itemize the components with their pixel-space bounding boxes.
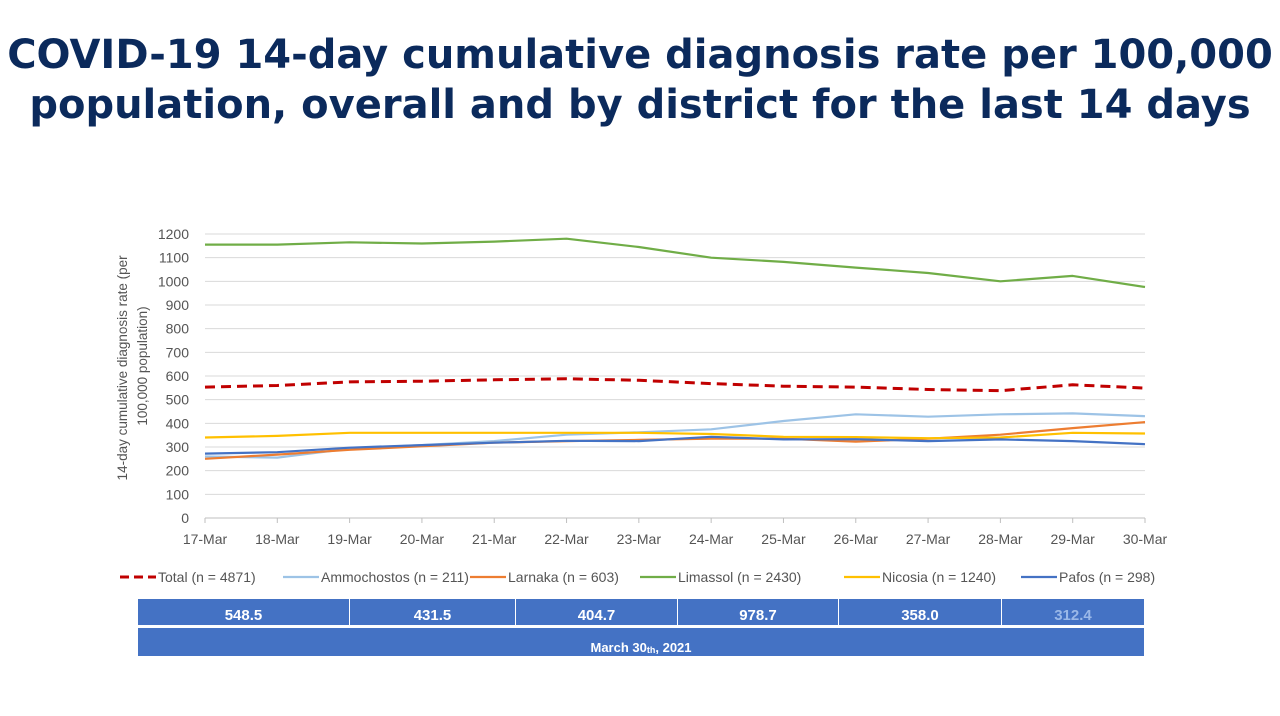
title-line-2: population, overall and by district for … xyxy=(29,82,1251,128)
summary-value-total: 548.5 xyxy=(138,599,350,625)
summary-value-limassol: 978.7 xyxy=(678,599,839,625)
series-line-limassol xyxy=(205,237,1146,289)
summary-value-ammochostos: 431.5 xyxy=(350,599,516,625)
x-tick-18-Mar: 18-Mar xyxy=(255,531,300,547)
y-tick-1100: 1100 xyxy=(159,250,189,266)
x-tick-22-Mar: 22-Mar xyxy=(544,531,589,547)
y-tick-0: 0 xyxy=(181,510,189,526)
y-tick-1200: 1200 xyxy=(158,226,189,242)
legend-label-ammochostos: Ammochostos (n = 211) xyxy=(321,569,469,585)
series-line-pafos xyxy=(204,435,1146,455)
x-tick-28-Mar: 28-Mar xyxy=(978,531,1023,547)
x-tick-26-Mar: 26-Mar xyxy=(834,531,879,547)
y-tick-900: 900 xyxy=(166,297,190,313)
y-tick-400: 400 xyxy=(166,415,190,431)
x-tick-20-Mar: 20-Mar xyxy=(400,531,445,547)
summary-value-pafos: 312.4 xyxy=(1054,607,1092,624)
legend-label-limassol: Limassol (n = 2430) xyxy=(678,569,801,585)
y-axis-label-line-1: 14-day cumulative diagnosis rate (per xyxy=(115,255,130,481)
x-tick-29-Mar: 29-Mar xyxy=(1051,531,1096,547)
y-axis-label-line-2: 100,000 population) xyxy=(135,306,150,425)
gridlines xyxy=(204,233,1146,523)
summary-value-larnaka: 404.7 xyxy=(516,599,678,625)
series-lines xyxy=(204,237,1146,460)
legend-label-nicosia: Nicosia (n = 1240) xyxy=(882,569,996,585)
x-tick-24-Mar: 24-Mar xyxy=(689,531,734,547)
x-tick-21-Mar: 21-Mar xyxy=(472,531,517,547)
series-line-nicosia xyxy=(204,431,1146,440)
line-chart: 0 100 200 300 400 500 600 700 800 900 1000 1100 1200… xyxy=(115,226,1168,585)
summary-values-bar: 548.5 431.5 404.7 978.7 358.0 312.4 xyxy=(138,599,1144,625)
y-tick-700: 700 xyxy=(166,344,190,360)
date-year: , 2021 xyxy=(655,640,692,655)
summary-value-nicosia: 358.0 xyxy=(839,599,1002,625)
x-tick-23-Mar: 23-Mar xyxy=(617,531,662,547)
series-line-total xyxy=(204,377,1146,393)
y-tick-labels: 0 100 200 300 400 500 600 700 800 900 1000 1100 1200 xyxy=(158,226,189,526)
y-tick-1000: 1000 xyxy=(158,273,189,289)
date-suffix: th xyxy=(646,645,656,655)
x-tick-27-Mar: 27-Mar xyxy=(906,531,951,547)
x-tick-25-Mar: 25-Mar xyxy=(761,531,806,547)
y-axis-label: 14-day cumulative diagnosis rate (per 10… xyxy=(115,252,150,481)
x-tick-30-Mar: 30-Mar xyxy=(1123,531,1168,547)
x-tick-labels: 17-Mar 18-Mar 19-Mar 20-Mar 21-Mar 22-Mar 23-M… xyxy=(183,531,1168,547)
y-tick-200: 200 xyxy=(166,463,190,479)
slide-title: COVID-19 14-day cumulative diagnosis rat… xyxy=(0,30,1280,130)
legend-label-larnaka: Larnaka (n = 603) xyxy=(508,569,619,585)
legend-label-pafos: Pafos (n = 298) xyxy=(1059,569,1155,585)
date-main: March 30 xyxy=(590,640,647,655)
y-tick-800: 800 xyxy=(166,321,190,337)
y-tick-500: 500 xyxy=(166,392,190,408)
x-tick-17-Mar: 17-Mar xyxy=(183,531,228,547)
legend: Total (n = 4871) Ammochostos (n = 211) Lar… xyxy=(120,569,1155,585)
title-line-1: COVID-19 14-day cumulative diagnosis rat… xyxy=(7,32,1273,78)
y-tick-600: 600 xyxy=(166,368,190,384)
y-tick-100: 100 xyxy=(166,486,190,502)
x-tick-19-Mar: 19-Mar xyxy=(327,531,372,547)
legend-label-total: Total (n = 4871) xyxy=(158,569,256,585)
y-tick-300: 300 xyxy=(166,439,190,455)
